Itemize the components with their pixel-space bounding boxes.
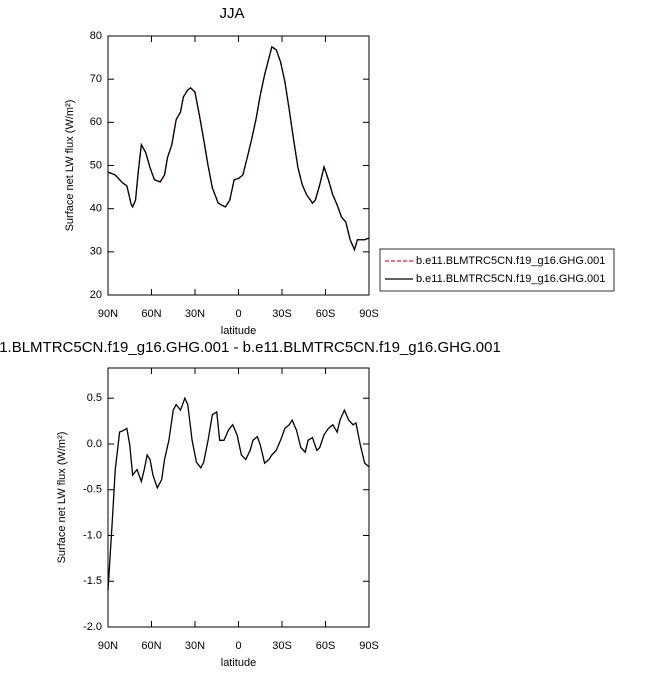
chart-title: 1.BLMTRC5CN.f19_g16.GHG.001 - b.e11.BLMT… (0, 339, 501, 356)
x-tick-label: 0 (235, 640, 241, 652)
y-axis-label: Surface net LW flux (W/m²) (56, 432, 68, 564)
x-tick-label: 60S (316, 640, 336, 652)
y-tick-label: 20 (90, 289, 102, 301)
x-tick-label: 90N (98, 640, 118, 652)
y-tick-label: 70 (90, 73, 102, 85)
x-axis-label: latitude (221, 325, 256, 337)
x-tick-label: 0 (235, 308, 241, 320)
chart-title: JJA (219, 5, 244, 22)
y-tick-label: 50 (90, 159, 102, 171)
plot-frame (107, 367, 370, 628)
y-tick-label: -0.5 (83, 484, 102, 496)
series-line (107, 45, 370, 252)
x-tick-label: 30S (272, 640, 292, 652)
legend-label: b.e11.BLMTRC5CN.f19_g16.GHG.001 (416, 255, 605, 267)
y-tick-label: 80 (90, 30, 102, 42)
series-line (107, 45, 370, 252)
y-tick-label: 30 (90, 246, 102, 258)
x-tick-label: 30N (185, 308, 205, 320)
legend-box (379, 248, 615, 292)
x-tick-label: 90S (359, 640, 379, 652)
x-tick-label: 30S (272, 308, 292, 320)
y-tick-label: 40 (90, 203, 102, 215)
x-axis-label: latitude (221, 657, 256, 669)
y-tick-label: -1.5 (83, 575, 102, 587)
y-axis-label: Surface net LW flux (W/m²) (64, 100, 76, 232)
y-tick-label: -2.0 (83, 621, 102, 633)
series-line (107, 396, 370, 591)
x-tick-label: 30N (185, 640, 205, 652)
y-tick-label: -1.0 (83, 529, 102, 541)
x-tick-label: 60S (316, 308, 336, 320)
y-tick-label: 0.5 (87, 392, 102, 404)
x-tick-label: 90N (98, 308, 118, 320)
x-tick-label: 90S (359, 308, 379, 320)
y-tick-label: 60 (90, 116, 102, 128)
plot-frame (107, 35, 370, 296)
x-tick-label: 60N (141, 640, 161, 652)
y-tick-label: 0.0 (87, 438, 102, 450)
legend-label: b.e11.BLMTRC5CN.f19_g16.GHG.001 (416, 273, 605, 285)
x-tick-label: 60N (141, 308, 161, 320)
